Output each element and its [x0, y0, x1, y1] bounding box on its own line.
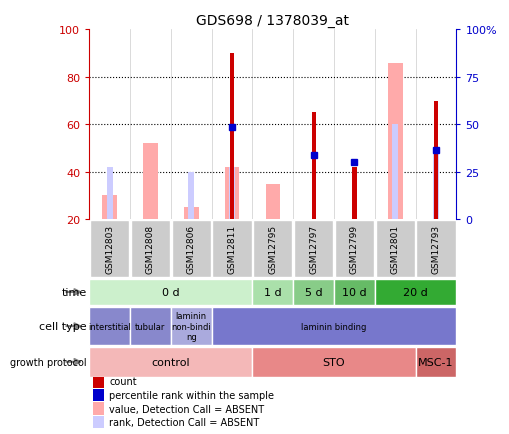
FancyBboxPatch shape — [212, 221, 251, 277]
Text: GSM12793: GSM12793 — [431, 224, 440, 273]
FancyBboxPatch shape — [172, 221, 210, 277]
Text: GSM12801: GSM12801 — [390, 224, 399, 273]
Text: GSM12797: GSM12797 — [308, 224, 318, 273]
Text: 10 d: 10 d — [342, 287, 366, 297]
FancyBboxPatch shape — [375, 221, 414, 277]
Text: GSM12806: GSM12806 — [186, 224, 195, 273]
Text: GSM12808: GSM12808 — [146, 224, 155, 273]
Title: GDS698 / 1378039_at: GDS698 / 1378039_at — [196, 14, 349, 28]
FancyBboxPatch shape — [416, 221, 455, 277]
FancyBboxPatch shape — [211, 308, 456, 345]
Bar — [391, 125, 398, 220]
FancyBboxPatch shape — [374, 279, 456, 306]
Bar — [433, 101, 437, 220]
Text: percentile rank within the sample: percentile rank within the sample — [109, 390, 274, 400]
Text: control: control — [151, 357, 190, 367]
FancyBboxPatch shape — [253, 221, 292, 277]
Bar — [143, 144, 157, 220]
Bar — [93, 389, 104, 401]
FancyBboxPatch shape — [89, 347, 252, 377]
FancyBboxPatch shape — [89, 279, 252, 306]
Text: 1 d: 1 d — [264, 287, 281, 297]
Bar — [230, 54, 234, 220]
Text: STO: STO — [322, 357, 345, 367]
Bar — [93, 416, 104, 428]
FancyBboxPatch shape — [294, 221, 332, 277]
Text: 20 d: 20 d — [403, 287, 427, 297]
FancyBboxPatch shape — [90, 221, 129, 277]
Bar — [224, 168, 239, 220]
FancyBboxPatch shape — [131, 221, 169, 277]
FancyBboxPatch shape — [252, 279, 293, 306]
Bar — [387, 63, 402, 220]
FancyBboxPatch shape — [130, 308, 171, 345]
FancyBboxPatch shape — [415, 347, 456, 377]
Text: GSM12811: GSM12811 — [227, 224, 236, 273]
FancyBboxPatch shape — [252, 347, 415, 377]
Bar — [265, 184, 279, 220]
Text: GSM12803: GSM12803 — [105, 224, 114, 273]
FancyBboxPatch shape — [334, 221, 373, 277]
Text: time: time — [61, 287, 87, 297]
FancyBboxPatch shape — [171, 308, 211, 345]
FancyBboxPatch shape — [333, 279, 374, 306]
Bar — [311, 113, 315, 220]
Text: 5 d: 5 d — [304, 287, 322, 297]
Bar — [106, 168, 112, 220]
Bar — [432, 151, 438, 220]
Text: GSM12799: GSM12799 — [349, 224, 358, 273]
Text: count: count — [109, 377, 137, 387]
Text: MSC-1: MSC-1 — [417, 357, 453, 367]
Text: tubular: tubular — [135, 322, 165, 331]
Bar — [93, 375, 104, 388]
Bar — [229, 168, 235, 220]
Bar — [352, 168, 356, 220]
Text: laminin binding: laminin binding — [301, 322, 366, 331]
Bar — [102, 196, 117, 220]
Text: interstitial: interstitial — [88, 322, 131, 331]
Text: value, Detection Call = ABSENT: value, Detection Call = ABSENT — [109, 404, 264, 414]
Text: 0 d: 0 d — [162, 287, 179, 297]
Text: GSM12795: GSM12795 — [268, 224, 277, 273]
Bar — [188, 172, 194, 220]
Text: laminin
non-bindi
ng: laminin non-bindi ng — [171, 312, 211, 341]
Bar — [184, 208, 198, 220]
Bar — [93, 402, 104, 415]
FancyBboxPatch shape — [89, 308, 130, 345]
Text: cell type: cell type — [39, 322, 87, 331]
Text: rank, Detection Call = ABSENT: rank, Detection Call = ABSENT — [109, 417, 259, 427]
FancyBboxPatch shape — [293, 279, 333, 306]
Text: growth protocol: growth protocol — [10, 357, 87, 367]
